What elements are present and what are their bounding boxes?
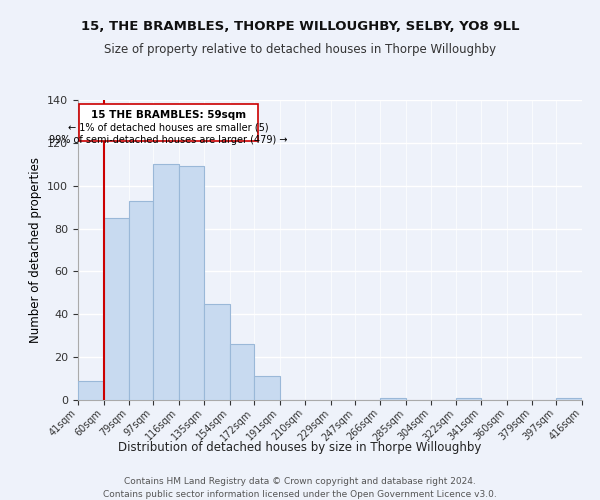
Bar xyxy=(129,200,153,400)
Text: ← 1% of detached houses are smaller (5): ← 1% of detached houses are smaller (5) xyxy=(68,122,269,132)
Bar xyxy=(254,376,280,400)
Bar xyxy=(179,166,205,400)
Bar xyxy=(380,398,406,400)
Text: 15 THE BRAMBLES: 59sqm: 15 THE BRAMBLES: 59sqm xyxy=(91,110,246,120)
Text: Contains public sector information licensed under the Open Government Licence v3: Contains public sector information licen… xyxy=(103,490,497,499)
Bar xyxy=(153,164,179,400)
Bar xyxy=(230,344,254,400)
Text: Distribution of detached houses by size in Thorpe Willoughby: Distribution of detached houses by size … xyxy=(118,441,482,454)
Text: Contains HM Land Registry data © Crown copyright and database right 2024.: Contains HM Land Registry data © Crown c… xyxy=(124,478,476,486)
Bar xyxy=(205,304,230,400)
Text: 15, THE BRAMBLES, THORPE WILLOUGHBY, SELBY, YO8 9LL: 15, THE BRAMBLES, THORPE WILLOUGHBY, SEL… xyxy=(81,20,519,33)
Bar xyxy=(78,380,104,400)
FancyBboxPatch shape xyxy=(79,104,258,141)
Bar xyxy=(455,398,481,400)
Text: Size of property relative to detached houses in Thorpe Willoughby: Size of property relative to detached ho… xyxy=(104,42,496,56)
Text: 99% of semi-detached houses are larger (479) →: 99% of semi-detached houses are larger (… xyxy=(49,136,288,145)
Bar xyxy=(104,218,129,400)
Y-axis label: Number of detached properties: Number of detached properties xyxy=(29,157,41,343)
Bar xyxy=(556,398,582,400)
